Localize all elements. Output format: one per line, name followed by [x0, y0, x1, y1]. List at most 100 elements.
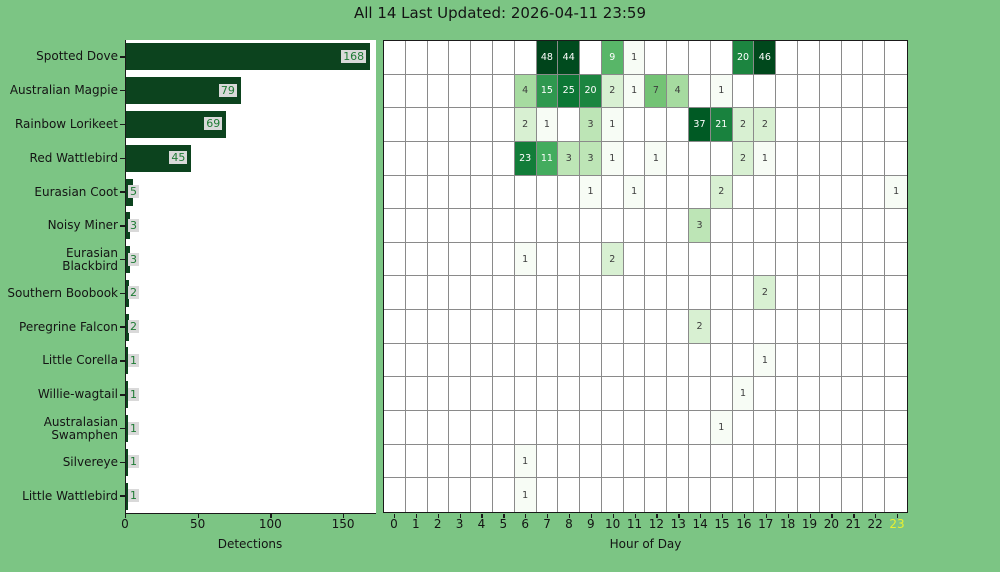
y-tick	[120, 191, 125, 193]
heatmap-cell	[428, 478, 450, 512]
heatmap-cell	[754, 175, 777, 210]
bar-x-tick	[125, 514, 127, 518]
heatmap-cell	[580, 478, 602, 512]
heatmap-cell	[384, 108, 406, 142]
heatmap-cell	[754, 377, 777, 412]
species-label: Eurasian Blackbird	[62, 245, 118, 273]
heatmap-cell	[601, 444, 624, 479]
heatmap-cell	[384, 478, 406, 512]
heatmap-cell	[449, 310, 472, 344]
heatmap-x-tick-label: 18	[780, 517, 796, 531]
heatmap-cell	[798, 276, 820, 311]
heatmap-cell	[384, 411, 406, 445]
heatmap-cell	[819, 41, 842, 75]
heatmap-cell	[536, 343, 559, 378]
heatmap-cell	[558, 242, 581, 277]
heatmap-cell	[885, 209, 907, 243]
heatmap-cell	[667, 41, 690, 75]
heatmap-cell	[471, 108, 493, 142]
detection-count-bar	[126, 43, 371, 71]
heatmap-x-tick-label: 3	[455, 517, 464, 531]
heatmap-cell	[645, 343, 668, 378]
heatmap-cell	[427, 310, 450, 344]
bar-value-label: 79	[218, 83, 237, 97]
heatmap-cell	[645, 175, 668, 210]
heatmap-cell	[667, 108, 690, 142]
heatmap-cell	[492, 242, 515, 277]
heatmap-cell	[798, 242, 820, 277]
species-label: Silvereye	[62, 454, 118, 469]
heatmap-cell: 1	[754, 343, 777, 378]
heatmap-cell	[667, 175, 690, 210]
heatmap-cell	[514, 209, 537, 243]
heatmap-x-tick	[525, 514, 527, 518]
heatmap-cell	[492, 343, 515, 378]
heatmap-row: 1	[384, 444, 907, 479]
heatmap-cell	[471, 310, 493, 344]
heatmap-cell	[754, 74, 777, 109]
heatmap-x-tick	[853, 514, 855, 518]
bar-value-label: 1	[128, 489, 139, 503]
bar-x-tick	[197, 514, 199, 518]
heatmap-cell	[732, 343, 755, 378]
heatmap-cell	[384, 444, 406, 479]
heatmap-cell	[841, 310, 864, 344]
heatmap-cell	[819, 276, 842, 311]
y-tick	[120, 360, 125, 362]
heatmap-cell	[580, 411, 602, 445]
heatmap-cell	[449, 276, 472, 311]
heatmap-cell	[536, 175, 559, 210]
heatmap-row: 2 1 3 1 37 21 2 2	[384, 108, 907, 142]
bar-value-label: 2	[128, 320, 139, 334]
heatmap-x-tick-label: 10	[605, 517, 621, 531]
hourly-detections-heatmap: 48 44 9 1 20 46 4 15 25 20 2 1 7 4 1 2 1 3 1 37 21 2 2 23 11 3 3 1 1…	[383, 40, 908, 513]
heatmap-cell: 20	[580, 74, 602, 109]
heatmap-cell	[623, 377, 646, 412]
heatmap-cell	[601, 310, 624, 344]
heatmap-cell	[689, 444, 711, 479]
heatmap-cell: 1	[754, 141, 777, 176]
page-title: All 14 Last Updated: 2026-04-11 23:59	[353, 4, 647, 22]
heatmap-cell	[819, 242, 842, 277]
heatmap-cell	[623, 310, 646, 344]
heatmap-cell	[667, 310, 690, 344]
heatmap-cell	[732, 444, 755, 479]
bar-value-label: 2	[128, 286, 139, 300]
heatmap-cell	[449, 209, 472, 243]
y-tick	[120, 495, 125, 497]
heatmap-cell	[645, 242, 668, 277]
heatmap-cell	[710, 444, 733, 479]
species-label: Southern Boobook	[7, 285, 118, 300]
y-tick	[120, 123, 125, 126]
heatmap-cell: 48	[536, 41, 559, 75]
heatmap-cell	[427, 41, 450, 75]
heatmap-cell	[710, 242, 733, 277]
heatmap-cell: 1	[514, 444, 537, 479]
heatmap-cell	[492, 444, 515, 479]
detections-bar-chart: 168 79 69 45 5 3 3 2 2 1 1 1 1 1	[125, 40, 376, 514]
heatmap-cell	[776, 209, 799, 243]
heatmap-cell	[754, 411, 777, 445]
heatmap-cell: 7	[645, 74, 668, 109]
heatmap-cell: 1	[732, 377, 755, 412]
heatmap-cell	[841, 444, 864, 479]
bar-xaxis-title: Detections	[217, 537, 283, 551]
heatmap-x-tick-label: 15	[714, 517, 730, 531]
heatmap-x-tick	[700, 514, 702, 518]
heatmap-cell	[580, 41, 602, 75]
heatmap-cell	[819, 444, 842, 479]
heatmap-cell	[798, 108, 820, 142]
species-label: Australasian Swamphen	[43, 414, 118, 442]
heatmap-cell: 1	[710, 411, 733, 445]
species-label: Noisy Miner	[47, 218, 118, 233]
heatmap-x-tick-label: 7	[543, 517, 551, 531]
heatmap-cell	[863, 209, 886, 243]
heatmap-cell	[449, 411, 472, 445]
heatmap-cell	[841, 74, 864, 109]
y-tick	[120, 427, 125, 430]
heatmap-cell	[405, 175, 428, 210]
heatmap-x-tick	[897, 514, 899, 518]
heatmap-cell	[492, 276, 515, 311]
heatmap-x-tick	[437, 514, 439, 518]
heatmap-cell	[449, 175, 472, 210]
